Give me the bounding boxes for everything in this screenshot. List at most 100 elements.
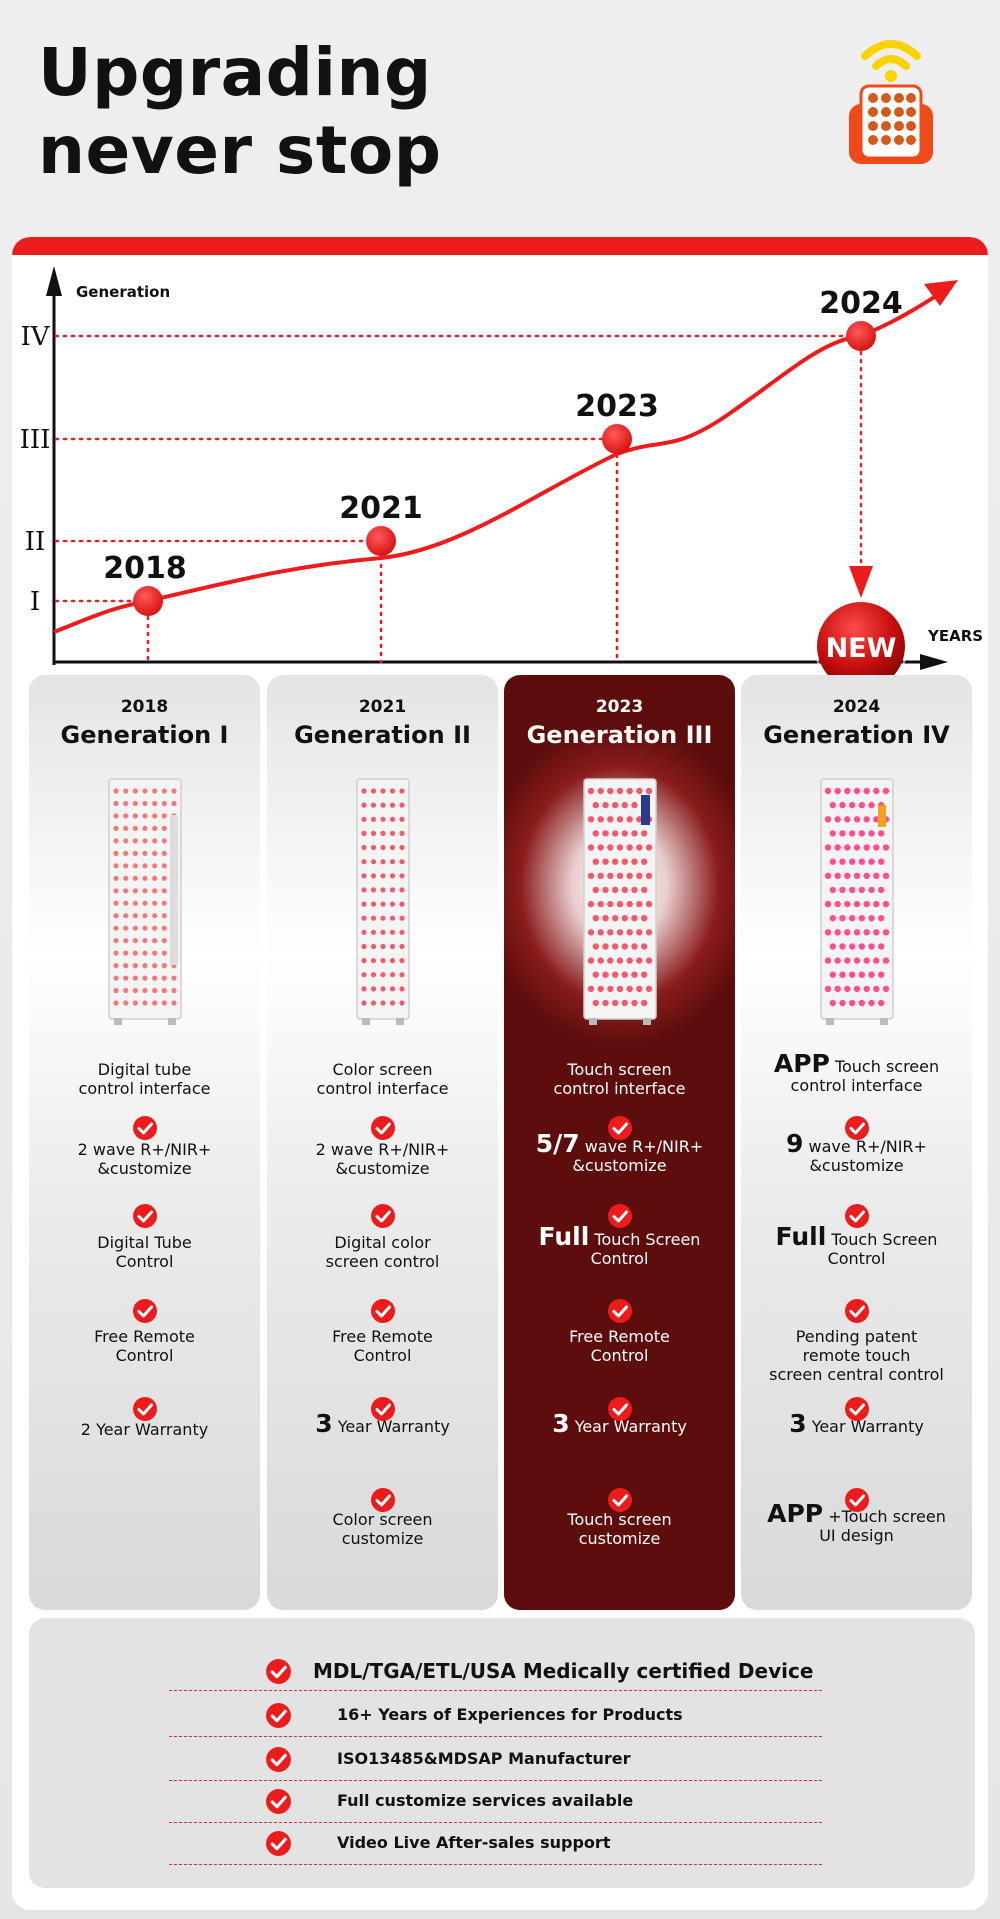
generation-column-3: 2023 Generation III Touch screen control i… — [504, 675, 735, 1610]
column-year: 2024 — [832, 697, 881, 717]
data-point-2021 — [366, 526, 396, 556]
feature-lead: 5/7 — [535, 1129, 580, 1158]
feature-3: Full Touch Screen Control — [741, 1224, 972, 1268]
bottom-features-panel: MDL/TGA/ETL/USA Medically certified Devi… — [29, 1618, 975, 1888]
feature-text: Free Remote Control — [332, 1327, 433, 1365]
feature-text: Touch Screen Control — [590, 1230, 701, 1268]
feature-3: Full Touch Screen Control — [504, 1224, 735, 1268]
red-check-icon — [370, 1115, 396, 1141]
red-check-icon — [370, 1203, 396, 1229]
dashed-separator — [169, 1690, 822, 1691]
generation-chart: Generation YEARS I II III IV 2018 2021 2023 20… — [0, 0, 1000, 680]
red-check-icon — [265, 1658, 292, 1685]
generation-column-4: 2024 Generation IV APP Touch screen contro… — [741, 675, 972, 1610]
device-panel-image — [581, 775, 659, 1032]
new-badge-label: NEW — [826, 633, 897, 664]
column-year: 2018 — [120, 697, 169, 717]
feature-text: Free Remote Control — [569, 1327, 670, 1365]
feature-1: Touch screen control interface — [504, 1060, 735, 1098]
data-point-2023 — [602, 424, 632, 454]
feature-lead: 9 — [786, 1129, 804, 1158]
headline-line-1: Upgrading — [38, 34, 432, 111]
bottom-list-text: Video Live After-sales support — [337, 1833, 611, 1852]
year-label-2024: 2024 — [819, 286, 903, 321]
bottom-list-text: 16+ Years of Experiences for Products — [337, 1705, 683, 1724]
x-axis-label: YEARS — [927, 627, 983, 645]
red-check-icon — [132, 1115, 158, 1141]
feature-text: Year Warranty — [811, 1417, 924, 1436]
column-year: 2023 — [595, 697, 644, 717]
generation-column-1: 2018 Generation I Digital tube control int… — [29, 675, 260, 1610]
red-check-icon — [607, 1115, 633, 1141]
trend-arrow — [924, 280, 958, 306]
red-check-icon — [844, 1487, 870, 1513]
feature-6: Color screen customize — [267, 1510, 498, 1548]
device-panel-image — [354, 775, 412, 1032]
red-check-icon — [265, 1702, 292, 1729]
y-tick-1: I — [30, 587, 40, 617]
feature-lead: 3 — [315, 1409, 333, 1438]
device-panel-image — [818, 775, 896, 1032]
red-check-icon — [844, 1115, 870, 1141]
red-check-icon — [607, 1396, 633, 1422]
year-label-2021: 2021 — [339, 491, 423, 526]
feature-lead: 3 — [789, 1409, 807, 1438]
feature-text: Touch screen control interface — [790, 1057, 940, 1095]
red-check-icon — [132, 1396, 158, 1422]
new-badge — [817, 602, 905, 680]
feature-1: APP Touch screen control interface — [741, 1051, 972, 1095]
column-title: Generation I — [60, 721, 229, 749]
feature-text: Color screen control interface — [316, 1060, 449, 1098]
y-tick-2: II — [25, 527, 46, 557]
feature-4: Pending patent remote touch screen centr… — [741, 1327, 972, 1384]
feature-lead: APP — [773, 1049, 830, 1078]
wifi-remote-icon — [849, 40, 933, 164]
feature-text: Digital Tube Control — [97, 1233, 192, 1271]
red-check-icon — [370, 1396, 396, 1422]
column-title: Generation II — [294, 721, 471, 749]
feature-text: Year Warranty — [574, 1417, 687, 1436]
data-point-2018 — [133, 586, 163, 616]
dashed-separator — [169, 1780, 822, 1781]
data-point-2024 — [846, 321, 876, 351]
feature-5: 2 Year Warranty — [29, 1420, 260, 1439]
feature-text: Year Warranty — [337, 1417, 450, 1436]
feature-2: 9 wave R+/NIR+ &customize — [741, 1131, 972, 1175]
feature-2: 2 wave R+/NIR+ &customize — [267, 1140, 498, 1178]
feature-5: 3 Year Warranty — [267, 1411, 498, 1436]
device-panel-image — [106, 775, 184, 1032]
feature-2: 2 wave R+/NIR+ &customize — [29, 1140, 260, 1178]
red-check-icon — [844, 1298, 870, 1324]
dashed-separator — [169, 1864, 822, 1865]
year-label-2018: 2018 — [103, 551, 187, 586]
red-check-icon — [132, 1298, 158, 1324]
red-check-icon — [607, 1298, 633, 1324]
feature-5: 3 Year Warranty — [741, 1411, 972, 1436]
feature-1: Color screen control interface — [267, 1060, 498, 1098]
headline-line-2: never stop — [38, 112, 442, 189]
feature-2: 5/7 wave R+/NIR+ &customize — [504, 1131, 735, 1175]
red-check-icon — [844, 1203, 870, 1229]
feature-lead: APP — [767, 1499, 824, 1528]
feature-text: Touch screen customize — [567, 1510, 672, 1548]
dashed-separator — [169, 1736, 822, 1737]
feature-lead: 3 — [552, 1409, 570, 1438]
red-check-icon — [265, 1746, 292, 1773]
feature-lead: Full — [775, 1222, 827, 1251]
y-tick-4: IV — [20, 322, 50, 352]
feature-text: Touch Screen Control — [827, 1230, 938, 1268]
bottom-list-text: MDL/TGA/ETL/USA Medically certified Devi… — [313, 1659, 814, 1683]
year-label-2023: 2023 — [575, 389, 659, 424]
feature-5: 3 Year Warranty — [504, 1411, 735, 1436]
feature-1: Digital tube control interface — [29, 1060, 260, 1098]
column-year: 2021 — [358, 697, 407, 717]
feature-6: APP +Touch screen UI design — [741, 1501, 972, 1545]
down-arrow-icon — [849, 566, 873, 598]
card-top-bar — [12, 237, 988, 255]
red-check-icon — [132, 1203, 158, 1229]
feature-text: Digital tube control interface — [78, 1060, 211, 1098]
red-check-icon — [370, 1487, 396, 1513]
feature-text: wave R+/NIR+ &customize — [808, 1137, 927, 1175]
red-check-icon — [265, 1788, 292, 1815]
red-check-icon — [370, 1298, 396, 1324]
